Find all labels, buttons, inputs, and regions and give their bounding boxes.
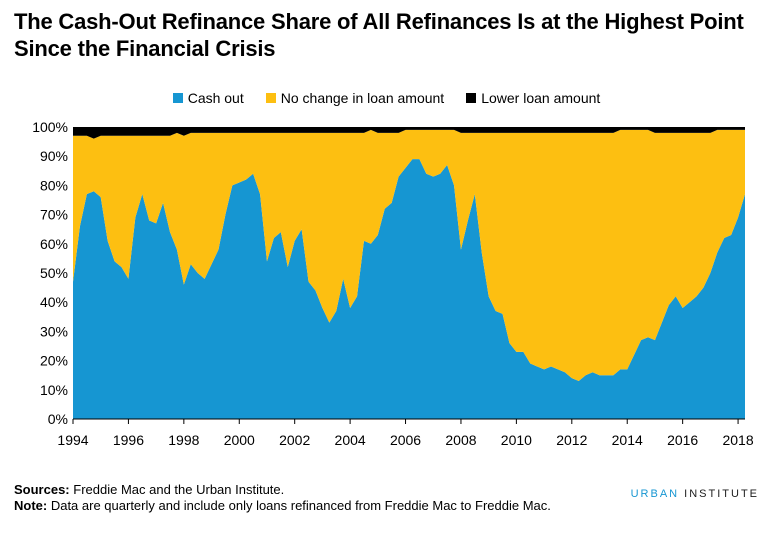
x-tick-label: 1994 (57, 432, 88, 448)
legend-item-lower: Lower loan amount (466, 90, 600, 106)
sources-text: Freddie Mac and the Urban Institute. (69, 482, 285, 497)
x-tick-label: 2002 (279, 432, 310, 448)
logo-part-institute: INSTITUTE (679, 488, 759, 500)
y-tick-label: 20% (40, 353, 68, 369)
x-tick-label: 2018 (722, 432, 753, 448)
x-tick-label: 2010 (501, 432, 532, 448)
y-tick-label: 30% (40, 323, 68, 339)
y-axis-ticks: 0% 10% 20% 30% 40% 50% 60% 70% 80% 90% 100% (32, 119, 68, 427)
urban-institute-logo: URBAN INSTITUTE (631, 488, 759, 500)
x-tick-label: 2006 (390, 432, 421, 448)
series-area-cash-out (73, 159, 745, 419)
series-area-no-change-in-loan-amount (73, 129, 745, 382)
x-tick-label: 2008 (445, 432, 476, 448)
stacked-area-chart: 0%10%20%30%40%50%60%70%80%90%100% 1994 19… (32, 119, 754, 448)
legend-item-no-change: No change in loan amount (265, 90, 445, 106)
x-tick-label: 2014 (612, 432, 643, 448)
y-tick-label: 100% (32, 119, 68, 135)
y-tick-label: 10% (40, 382, 68, 398)
legend-item-cash-out: Cash out (172, 90, 244, 106)
x-tick-label: 1996 (113, 432, 144, 448)
legend-label-cash-out: Cash out (187, 90, 244, 106)
note-line: Note: Data are quarterly and include onl… (14, 498, 574, 514)
y-tick-label: 90% (40, 148, 68, 164)
legend-swatch-no-change (265, 93, 276, 103)
x-tick-label: 2012 (556, 432, 587, 448)
legend-label-no-change: No change in loan amount (280, 90, 445, 106)
legend: Cash out No change in loan amount Lower … (0, 90, 773, 106)
note-label: Note: (14, 498, 48, 513)
legend-label-lower: Lower loan amount (481, 90, 601, 106)
chart-title: The Cash-Out Refinance Share of All Refi… (14, 9, 744, 61)
sources-label: Sources: (14, 482, 70, 497)
y-tick-label: 40% (40, 294, 68, 310)
series-area-lower-loan-amount (73, 127, 745, 139)
footer: Sources: Freddie Mac and the Urban Insti… (14, 482, 574, 514)
legend-swatch-lower (466, 93, 477, 103)
logo-part-urban: URBAN (630, 488, 680, 500)
x-axis-ticks: 1994 1996 1998 2000 2002 2004 2006 2008 2010 2012… (57, 419, 754, 448)
y-tick-label: 70% (40, 207, 68, 223)
x-tick-label: 2004 (335, 432, 366, 448)
sources-line: Sources: Freddie Mac and the Urban Insti… (14, 482, 574, 498)
x-tick-label: 2000 (224, 432, 255, 448)
x-tick-label: 1998 (168, 432, 199, 448)
y-tick-label: 0% (48, 411, 68, 427)
y-tick-label: 50% (40, 265, 68, 281)
y-tick-label: 60% (40, 236, 68, 252)
x-tick-label: 2016 (667, 432, 698, 448)
legend-swatch-cash-out (172, 93, 183, 103)
y-tick-label: 80% (40, 177, 68, 193)
note-text: Data are quarterly and include only loan… (47, 498, 551, 513)
series-areas (73, 127, 745, 419)
